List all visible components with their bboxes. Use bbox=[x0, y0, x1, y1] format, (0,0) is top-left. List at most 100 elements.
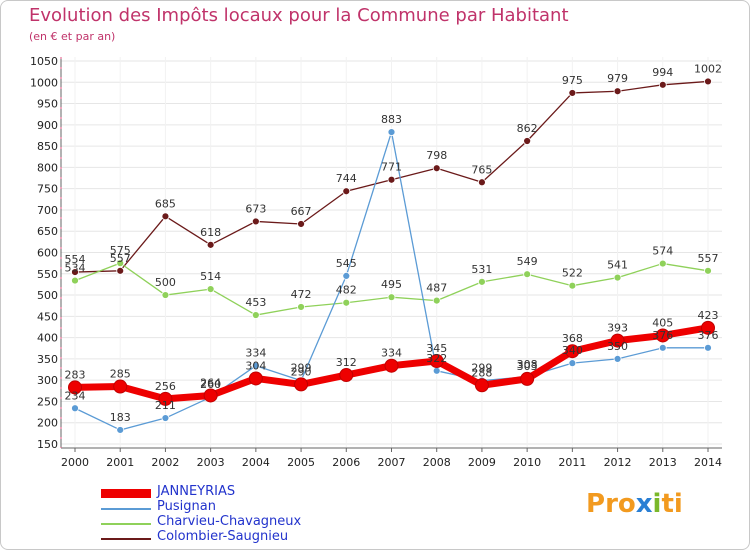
data-point bbox=[658, 343, 667, 352]
y-tick-label: 1050 bbox=[30, 55, 58, 68]
data-label: 308 bbox=[517, 358, 538, 371]
data-label: 554 bbox=[65, 253, 86, 266]
data-point bbox=[478, 178, 486, 187]
y-tick-label: 300 bbox=[37, 374, 58, 387]
data-label: 685 bbox=[155, 197, 176, 210]
data-point bbox=[71, 268, 79, 276]
x-tick-label: 2014 bbox=[694, 456, 722, 469]
data-point bbox=[116, 426, 125, 434]
logo-letter: x bbox=[635, 489, 653, 519]
data-point bbox=[429, 354, 444, 369]
x-tick-label: 2012 bbox=[604, 456, 632, 469]
data-label: 545 bbox=[336, 257, 357, 270]
y-tick-label: 500 bbox=[37, 289, 58, 302]
data-point bbox=[297, 303, 305, 311]
data-label: 264 bbox=[200, 376, 221, 389]
legend-label: JANNEYRIAS bbox=[157, 484, 236, 499]
data-point bbox=[116, 266, 125, 275]
y-tick-label: 900 bbox=[37, 119, 58, 132]
data-point bbox=[658, 259, 667, 268]
y-tick-label: 850 bbox=[37, 140, 58, 153]
data-label: 514 bbox=[200, 270, 221, 283]
line-chart: 150 200 250 300 350 400 450 500 550 600 650 700 750 8… bbox=[30, 55, 722, 469]
data-label: 345 bbox=[426, 342, 447, 355]
data-label: 256 bbox=[155, 380, 176, 393]
x-tick-label: 2011 bbox=[558, 456, 586, 469]
data-point bbox=[613, 354, 622, 363]
data-point bbox=[113, 379, 128, 394]
data-point bbox=[68, 380, 82, 395]
data-label: 376 bbox=[652, 329, 673, 342]
data-label: 798 bbox=[426, 149, 447, 162]
data-point bbox=[704, 266, 712, 275]
data-label: 883 bbox=[381, 113, 402, 126]
data-point bbox=[568, 281, 577, 290]
x-tick-label: 2002 bbox=[151, 456, 179, 469]
data-label: 304 bbox=[245, 359, 266, 372]
data-label: 771 bbox=[381, 161, 402, 174]
data-label: 1002 bbox=[694, 62, 722, 75]
x-tick-label: 2013 bbox=[649, 456, 677, 469]
data-point bbox=[161, 212, 170, 221]
data-label: 534 bbox=[65, 262, 86, 275]
y-tick-label: 150 bbox=[37, 438, 58, 451]
y-tick-label: 700 bbox=[37, 204, 58, 217]
data-point bbox=[478, 277, 486, 286]
data-label: 673 bbox=[245, 202, 266, 215]
data-point bbox=[523, 137, 532, 145]
data-label: 288 bbox=[471, 366, 492, 379]
logo-letter: P bbox=[586, 489, 606, 519]
y-tick-label: 750 bbox=[37, 183, 58, 196]
proxiti-logo: Proxiti bbox=[586, 489, 683, 519]
data-point bbox=[203, 388, 218, 403]
y-tick-label: 200 bbox=[37, 417, 58, 430]
data-label: 303 bbox=[517, 360, 538, 373]
data-label: 211 bbox=[155, 399, 176, 412]
data-label: 405 bbox=[652, 316, 673, 329]
data-point bbox=[432, 164, 441, 173]
data-label: 618 bbox=[200, 226, 221, 239]
data-point bbox=[71, 404, 79, 413]
data-label: 575 bbox=[110, 244, 131, 257]
data-point bbox=[161, 414, 170, 422]
data-label: 312 bbox=[336, 356, 357, 369]
x-tick-label: 2008 bbox=[423, 456, 451, 469]
legend-label: Charvieu-Chavagneux bbox=[157, 514, 302, 529]
data-label: 472 bbox=[291, 288, 312, 301]
data-point bbox=[294, 377, 309, 392]
data-point bbox=[432, 296, 441, 305]
x-tick-label: 2004 bbox=[242, 456, 270, 469]
data-label: 299 bbox=[291, 362, 312, 375]
data-point bbox=[251, 217, 260, 226]
legend-label: Colombier-Saugnieu bbox=[157, 529, 289, 544]
legend-swatch bbox=[101, 489, 151, 498]
data-label: 557 bbox=[110, 252, 131, 265]
data-label: 340 bbox=[562, 344, 583, 357]
data-label: 667 bbox=[291, 205, 312, 218]
data-label: 299 bbox=[471, 362, 492, 375]
logo-letter: i bbox=[652, 489, 662, 519]
data-point bbox=[523, 270, 532, 279]
data-point bbox=[384, 358, 399, 373]
data-point bbox=[158, 391, 173, 406]
x-tick-label: 2001 bbox=[106, 456, 134, 469]
data-label: 495 bbox=[381, 278, 402, 291]
data-point bbox=[568, 359, 577, 368]
logo-letter: o bbox=[617, 489, 636, 519]
data-label: 368 bbox=[562, 332, 583, 345]
y-tick-label: 550 bbox=[37, 268, 58, 281]
data-point bbox=[432, 366, 441, 375]
legend-swatch bbox=[101, 508, 151, 510]
data-label: 487 bbox=[426, 282, 447, 295]
data-point bbox=[610, 333, 625, 348]
data-point bbox=[71, 276, 79, 285]
data-point bbox=[297, 220, 305, 228]
data-label: 574 bbox=[652, 245, 673, 258]
logo-letter: t bbox=[661, 489, 674, 519]
data-label: 350 bbox=[607, 340, 628, 353]
y-tick-label: 600 bbox=[37, 247, 58, 260]
data-point bbox=[387, 175, 396, 184]
data-point bbox=[342, 298, 351, 307]
data-point bbox=[613, 87, 622, 96]
